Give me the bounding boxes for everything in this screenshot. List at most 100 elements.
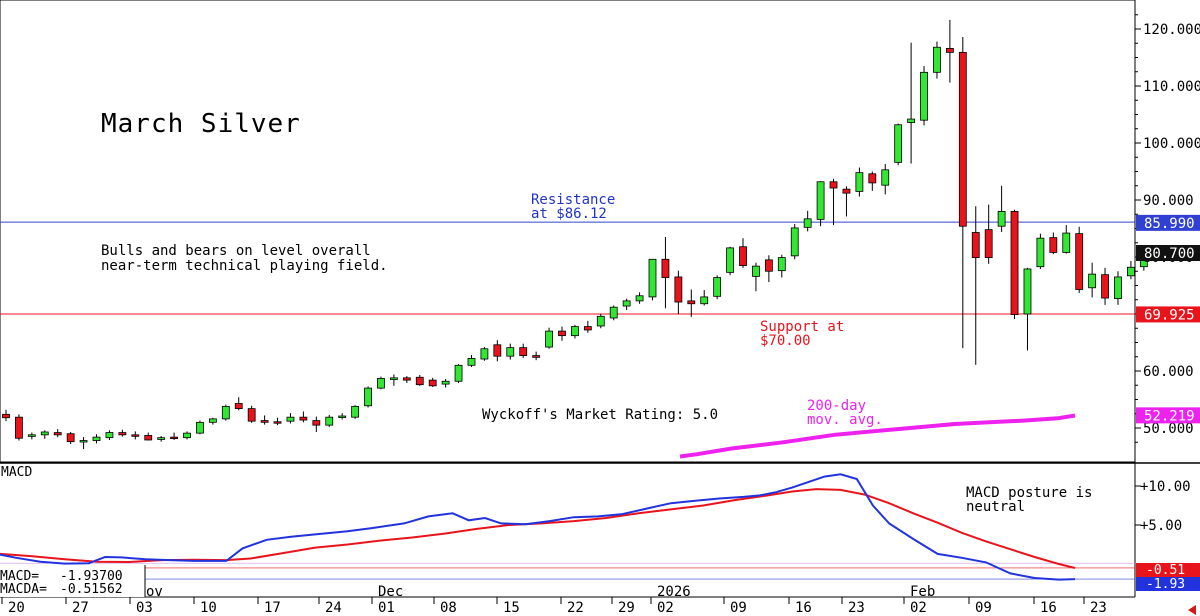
candle	[79, 437, 88, 450]
x-month-label: 2026	[657, 584, 691, 600]
candle	[752, 262, 760, 292]
candle-body-down	[273, 421, 282, 424]
candle-body-up	[907, 118, 915, 123]
x-tick-label: 08	[440, 600, 457, 616]
candle	[15, 414, 23, 441]
candle-body-down	[532, 355, 541, 358]
candle	[351, 405, 360, 419]
candle-body-up	[351, 405, 360, 418]
scroll-left-arrow-icon[interactable]	[1188, 605, 1196, 615]
candle	[325, 414, 334, 427]
candle-body-up	[1023, 268, 1032, 315]
candle-body-down	[170, 436, 178, 440]
candle	[377, 376, 385, 390]
macda-readout-value: -0.51562	[60, 582, 123, 597]
candle-body-down	[144, 435, 153, 441]
candle-body-up	[545, 330, 553, 348]
macd-readout-bg	[0, 565, 145, 597]
candle-body-down	[739, 246, 747, 266]
candle	[286, 413, 295, 424]
price-tag-bg	[1136, 306, 1200, 323]
candle-body-up	[105, 432, 114, 439]
candle	[467, 355, 476, 368]
candle	[945, 19, 954, 83]
candle-body-down	[312, 420, 321, 426]
x-tick-label: 24	[325, 600, 342, 616]
candle-body-up	[816, 181, 825, 220]
candle	[558, 326, 566, 341]
candle-body-down	[53, 432, 62, 436]
candle	[40, 430, 49, 439]
candle-body-up	[454, 364, 463, 382]
candle-body-up	[467, 358, 476, 366]
x-month-label: ov	[146, 584, 163, 600]
candle	[389, 374, 398, 386]
macd-tick-label: +10.00	[1140, 479, 1191, 495]
candle	[1062, 225, 1071, 254]
price-tag: 52.219	[1136, 407, 1200, 424]
candle	[1088, 262, 1097, 298]
candle-body-down	[234, 403, 243, 410]
x-tick-label: 29	[618, 600, 635, 616]
candle	[545, 327, 553, 349]
x-tick-label: 20	[8, 600, 25, 616]
candle-body-up	[933, 46, 941, 73]
candle	[971, 206, 980, 365]
candle	[480, 347, 489, 361]
candle-body-up	[208, 418, 217, 423]
candle	[338, 413, 347, 420]
candle-body-up	[338, 415, 347, 418]
candle-body-down	[1101, 274, 1109, 299]
candlesticks	[2, 19, 1148, 450]
macda-tag-label: -0.51	[1146, 563, 1185, 578]
candle	[66, 431, 75, 444]
candle-body-down	[958, 51, 967, 227]
candle-body-up	[27, 434, 36, 437]
candle	[170, 432, 178, 440]
candle-body-down	[1049, 237, 1058, 253]
candle	[1023, 267, 1032, 351]
candle	[247, 405, 256, 423]
price-tag-label: 52.219	[1144, 408, 1195, 424]
price-tick-label: 90.000	[1143, 193, 1194, 209]
candle	[1075, 226, 1084, 293]
price-tag-bg	[1136, 245, 1200, 262]
candle	[312, 416, 321, 432]
candle-body-up	[894, 124, 903, 163]
price-tag-bg	[1136, 407, 1200, 424]
candle-body-down	[493, 344, 502, 357]
moving-average-line	[679, 413, 1076, 459]
candle-body-up	[1114, 276, 1122, 300]
x-tick-label: 10	[200, 600, 217, 616]
x-tick-label: 27	[72, 600, 89, 616]
candle	[622, 298, 631, 311]
horizontal-levels	[0, 221, 1135, 315]
candle	[583, 320, 592, 333]
candle-body-up	[92, 436, 101, 441]
x-tick-label: 22	[567, 600, 584, 616]
candle	[855, 167, 864, 197]
macd-readout-value: -1.93700	[60, 569, 123, 584]
candle-body-down	[829, 181, 838, 189]
macd-panel: +10.00 +5.00 -0.51-1.93	[0, 473, 1200, 597]
resistance-label-1: Resistance	[531, 192, 615, 208]
candle-body-up	[221, 405, 230, 420]
candle	[493, 340, 502, 362]
candle	[674, 270, 683, 314]
candle-body-up	[364, 387, 372, 407]
candle-body-down	[260, 420, 269, 423]
candle	[1127, 260, 1135, 280]
candle-body-up	[803, 218, 812, 228]
ma-200-line	[679, 413, 1076, 459]
candle-body-down	[15, 416, 23, 439]
candle	[364, 386, 372, 408]
candle-body-up	[855, 172, 864, 192]
price-tick-label: 100.000	[1143, 136, 1200, 152]
candle-body-down	[661, 258, 670, 278]
macd-tag: -1.93	[1136, 577, 1200, 592]
candle-body-up	[183, 432, 191, 439]
macd-tick-label: +5.00	[1140, 518, 1182, 534]
candle-body-up	[40, 431, 49, 436]
candle	[842, 186, 851, 217]
